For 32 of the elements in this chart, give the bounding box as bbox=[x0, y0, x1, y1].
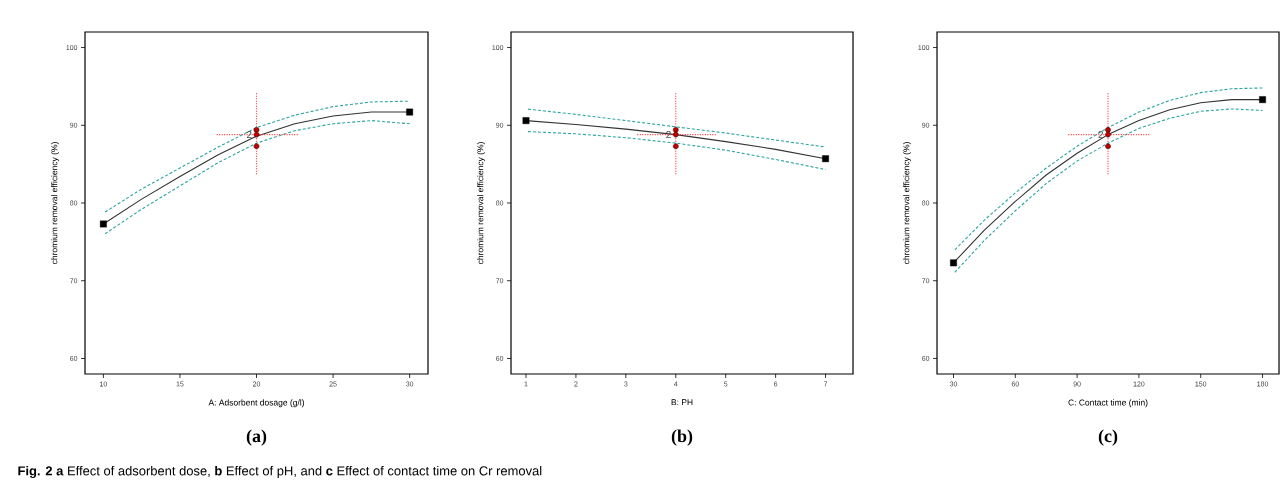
point bbox=[1259, 96, 1266, 104]
text: (a) bbox=[246, 429, 267, 446]
line-series bbox=[525, 130, 827, 171]
point bbox=[672, 143, 679, 150]
annotation: 2 bbox=[246, 131, 252, 139]
point bbox=[99, 220, 107, 228]
point bbox=[1105, 131, 1111, 138]
point bbox=[253, 143, 260, 150]
x-axis-title: B: PH bbox=[671, 399, 693, 406]
point bbox=[253, 131, 260, 138]
point bbox=[950, 259, 957, 267]
x-axis-title: C: Contact time (min) bbox=[1068, 399, 1148, 408]
point bbox=[822, 155, 829, 163]
line-series bbox=[102, 120, 411, 236]
text: (c) bbox=[1098, 429, 1118, 446]
point bbox=[1105, 127, 1111, 133]
annotation: 2 bbox=[666, 131, 671, 139]
annotation: 2 bbox=[1098, 131, 1103, 139]
point bbox=[406, 108, 414, 116]
line-series bbox=[102, 100, 411, 214]
y-axis-title: chromium removal efficiency (%) bbox=[477, 142, 485, 264]
y-axis-title: chromium removal efficiency (%) bbox=[51, 142, 59, 264]
text: Fig. 2 a Effect of adsorbent dose, b Effect of pH, and c Effect of contact time on Cr removal bbox=[18, 465, 542, 479]
point bbox=[522, 117, 530, 125]
line-series bbox=[525, 108, 827, 148]
point bbox=[672, 127, 679, 133]
point bbox=[672, 131, 679, 138]
text: (b) bbox=[671, 429, 693, 446]
y-axis-title: chromium removal efficiency (%) bbox=[903, 142, 912, 264]
point bbox=[253, 127, 260, 133]
x-axis-title: A: Adsorbent dosage (g/l) bbox=[208, 399, 304, 408]
point bbox=[1105, 143, 1111, 150]
